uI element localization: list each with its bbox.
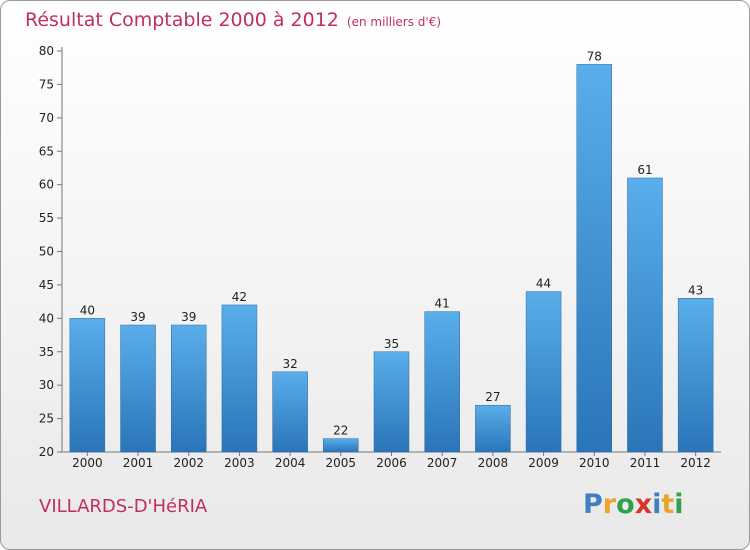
bars-group: 40 39 39 42 32 22 35 41 27 44 78 61 43 (69, 49, 714, 453)
logo-letter: r (602, 489, 617, 520)
x-tick-label: 2003 (224, 456, 255, 470)
x-tick-label: 2008 (478, 456, 509, 470)
bar-value-label: 39 (130, 310, 145, 324)
bar-value-label: 27 (485, 390, 500, 404)
y-tick-label: 25 (39, 412, 54, 426)
x-tick-label: 2000 (72, 456, 103, 470)
x-tick-label: 2002 (173, 456, 204, 470)
x-tick-label: 2010 (579, 456, 610, 470)
y-tick-label: 70 (39, 111, 54, 125)
y-tick-label: 65 (39, 144, 54, 158)
x-tick-label: 2009 (528, 456, 559, 470)
logo-letter: o (616, 489, 635, 520)
y-tick-label: 30 (39, 378, 54, 392)
bar-2004 (272, 371, 308, 453)
x-tick-label: 2006 (376, 456, 407, 470)
y-tick-label: 80 (39, 44, 54, 58)
y-tick-label: 40 (39, 311, 54, 325)
bar-2012 (677, 298, 714, 453)
logo-letter: t (661, 489, 675, 520)
proxiti-logo: Proxiti (583, 489, 684, 520)
x-tick-label: 2005 (326, 456, 357, 470)
y-tick-label: 20 (39, 445, 54, 459)
bar-value-label: 44 (536, 277, 551, 291)
y-tick-label: 35 (39, 345, 54, 359)
chart-subtitle: (en milliers d'€) (346, 15, 442, 29)
x-tick-label: 2007 (427, 456, 458, 470)
logo-letter: i (674, 489, 684, 520)
bar-value-label: 40 (80, 303, 95, 317)
bar-value-label: 78 (587, 49, 602, 63)
bar-value-label: 32 (282, 357, 297, 371)
bar-value-label: 35 (384, 337, 399, 351)
bar-value-label: 39 (181, 310, 196, 324)
bar-2001 (120, 324, 156, 453)
bar-2011 (627, 177, 663, 453)
logo-letter: i (652, 489, 662, 520)
logo-letter: x (634, 489, 653, 520)
bar-2010 (576, 64, 613, 453)
bar-2009 (525, 291, 562, 453)
bar-2005 (323, 438, 359, 453)
bar-value-label: 41 (435, 297, 450, 311)
bar-2008 (475, 404, 511, 453)
bar-2002 (170, 324, 207, 453)
bar-value-label: 42 (232, 290, 247, 304)
x-tick-label: 2011 (630, 456, 661, 470)
bar-2007 (424, 311, 460, 453)
bar-value-label: 22 (333, 424, 348, 438)
commune-name: VILLARDS-D'HéRIA (39, 496, 208, 517)
bar-2003 (221, 304, 258, 453)
bar-value-label: 61 (637, 163, 652, 177)
x-tick-label: 2004 (275, 456, 306, 470)
x-tick-label: 2012 (680, 456, 711, 470)
bar-value-label: 43 (688, 283, 703, 297)
y-axis: 20 25 30 35 40 45 50 55 60 65 70 75 80 (39, 44, 63, 459)
x-axis: 2000 2001 2002 2003 2004 2005 2006 2007 2008 2009… (62, 451, 721, 470)
bar-2000 (69, 318, 106, 453)
x-tick-label: 2001 (123, 456, 154, 470)
logo-letter: P (583, 489, 603, 520)
y-tick-label: 55 (39, 211, 54, 225)
bar-2006 (373, 351, 410, 453)
y-tick-label: 75 (39, 77, 54, 91)
chart-title: Résultat Comptable 2000 à 2012 (en millie… (25, 9, 441, 31)
y-tick-label: 50 (39, 245, 54, 259)
y-tick-label: 45 (39, 278, 54, 292)
y-tick-label: 60 (39, 178, 54, 192)
chart-title-text: Résultat Comptable 2000 à 2012 (25, 9, 339, 31)
